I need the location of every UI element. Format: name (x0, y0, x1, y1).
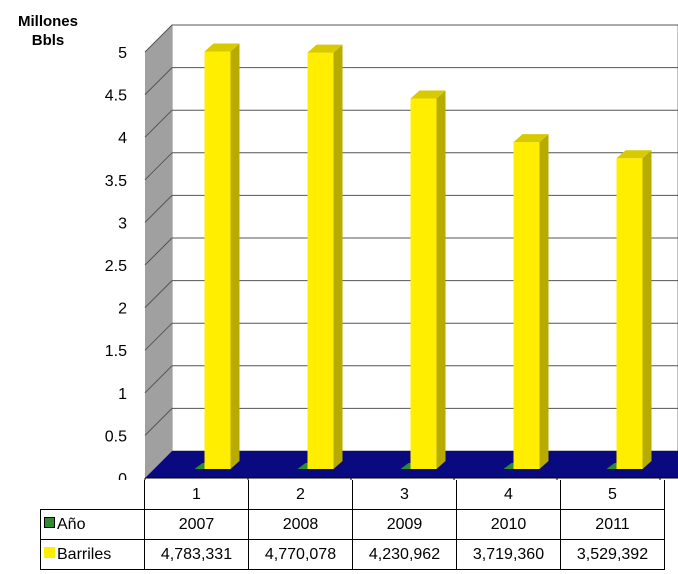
bar-barriles-top (307, 44, 343, 53)
table-cell: 3,719,360 (456, 539, 561, 570)
category-label: 4 (456, 480, 561, 510)
y-tick-label: 1.5 (105, 343, 127, 360)
y-tick-label: 3.5 (105, 173, 127, 190)
bar-barriles (410, 98, 437, 470)
legend-label-ano: Año (57, 515, 86, 533)
y-tick-label: 1 (118, 386, 127, 403)
bar-barriles-side (333, 44, 343, 469)
y-tick-label: 2 (118, 301, 127, 318)
gridline-side (144, 24, 173, 53)
gridline-side (144, 237, 173, 266)
category-label: 5 (560, 480, 665, 510)
table-cell: 2011 (560, 509, 665, 540)
gridline-side (144, 322, 173, 351)
y-tick-label: 0 (118, 471, 127, 480)
y-axis-title-line2: Bbls (31, 32, 65, 49)
y-tick-label: 4.5 (105, 88, 127, 105)
category-label: 1 (144, 480, 249, 510)
bar-barriles-top (204, 43, 240, 52)
category-label: 2 (248, 480, 353, 510)
bar-barriles-side (642, 150, 652, 469)
y-tick-label: 0.5 (105, 428, 127, 445)
y-tick-label: 5 (118, 45, 127, 62)
table-cell: 2008 (248, 509, 353, 540)
gridline-side (144, 109, 173, 138)
table-cell: 2007 (144, 509, 249, 540)
gridline-side (144, 195, 173, 223)
gridline-side (144, 408, 173, 436)
table-row-barriles: Barriles 4,783,331 4,770,078 4,230,962 3… (40, 539, 665, 570)
y-axis-title: Millones Bbls (8, 12, 88, 50)
y-tick-label: 3 (118, 215, 127, 232)
legend-entry-ano: Año (40, 509, 145, 540)
bar-barriles-top (410, 90, 446, 99)
table-cell: 2010 (456, 509, 561, 540)
table-row-categories: 1 2 3 4 5 (41, 480, 665, 510)
bar-barriles-side (436, 90, 446, 469)
table-cell: 3,529,392 (560, 539, 665, 570)
gridline-side (144, 280, 173, 308)
table-corner (41, 480, 145, 510)
bar-barriles-top (616, 150, 652, 159)
bar-barriles (513, 142, 540, 469)
table-cell: 4,230,962 (352, 539, 457, 570)
bar-barriles-side (539, 134, 549, 469)
y-tick-label: 4 (118, 130, 127, 147)
table-row-ano: Año 2007 2008 2009 2010 2011 (40, 509, 665, 540)
gridline-side (144, 152, 173, 181)
category-label: 3 (352, 480, 457, 510)
bar-chart: 0 0.5 1 1.5 2 2.5 3 3.5 4 4.5 5 (105, 24, 678, 480)
bar-barriles-side (230, 43, 240, 469)
gridline-side (144, 365, 173, 394)
legend-label-barriles: Barriles (57, 545, 112, 563)
legend-key-ano (44, 516, 55, 528)
bar-barriles (204, 51, 231, 469)
bar-barriles-top (513, 134, 549, 143)
legend-key-barriles (44, 546, 55, 558)
gridline-side (144, 67, 173, 95)
table-cell: 4,783,331 (144, 539, 249, 570)
table-cell: 2009 (352, 509, 457, 540)
data-table: 1 2 3 4 5 Año 2007 2008 2009 2010 2011 B… (40, 480, 665, 570)
bar-barriles (616, 158, 643, 469)
table-cell: 4,770,078 (248, 539, 353, 570)
bar-barriles (307, 52, 334, 469)
legend-entry-barriles: Barriles (40, 539, 145, 570)
y-axis-title-line1: Millones (17, 13, 78, 30)
y-tick-label: 2.5 (105, 258, 127, 275)
